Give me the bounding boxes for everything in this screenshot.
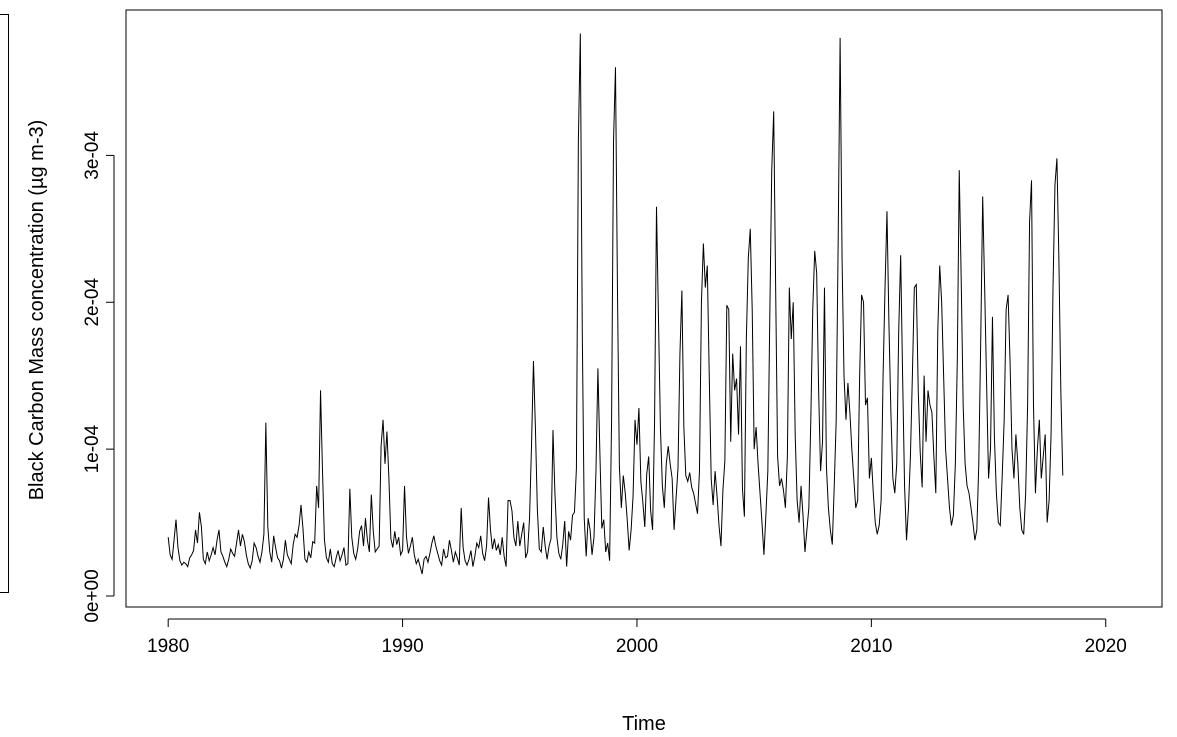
- series-line: [168, 34, 1063, 574]
- x-tick-label: 1990: [381, 636, 423, 657]
- x-axis: 1980 1990 2000 2010 2020: [147, 619, 1127, 657]
- x-tick-label: 2000: [616, 636, 658, 657]
- y-tick-label: 3e-04: [82, 131, 103, 180]
- series-layer: [168, 34, 1063, 574]
- y-tick-label: 0e+00: [82, 569, 103, 622]
- y-axis: 0e+00 1e-04 2e-04 3e-04: [82, 131, 114, 623]
- x-axis-title: Time: [622, 713, 666, 735]
- y-tick-label: 1e-04: [82, 424, 103, 473]
- x-tick-label: 2020: [1085, 636, 1127, 657]
- x-tick-label: 2010: [850, 636, 892, 657]
- y-axis-title: Black Carbon Mass concentration (µg m-3): [26, 120, 48, 501]
- y-tick-label: 2e-04: [82, 278, 103, 327]
- x-tick-label: 1980: [147, 636, 189, 657]
